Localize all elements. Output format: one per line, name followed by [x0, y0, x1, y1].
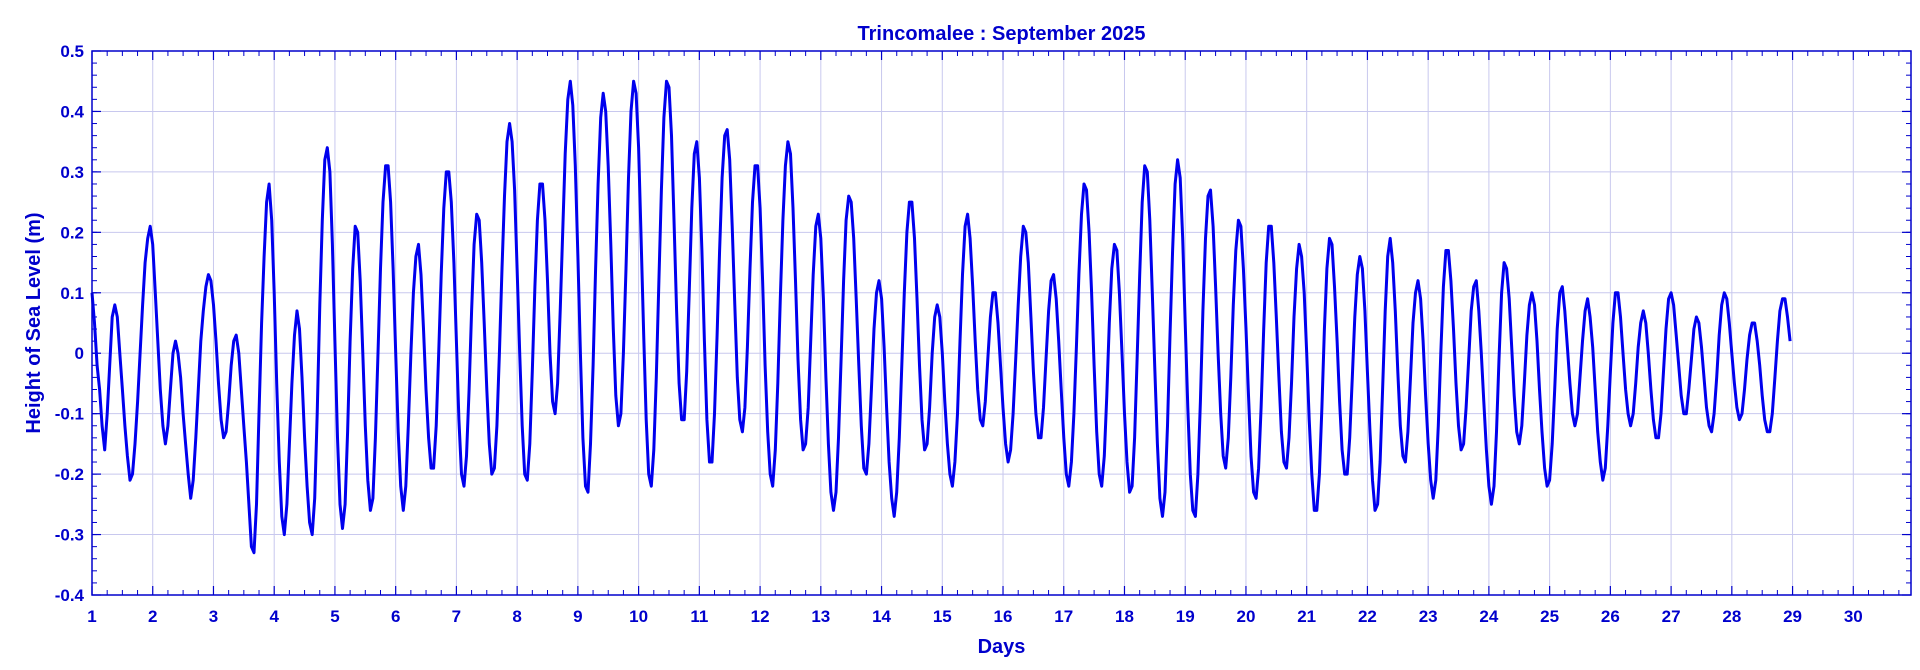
x-tick-label: 30	[1844, 607, 1863, 626]
plot-frame	[91, 50, 1912, 596]
x-tick-label: 23	[1419, 607, 1438, 626]
x-tick-label: 5	[330, 607, 339, 626]
x-tick-label: 25	[1540, 607, 1559, 626]
x-tick-label: 12	[751, 607, 770, 626]
x-tick-label: 15	[933, 607, 952, 626]
x-tick-label: 27	[1662, 607, 1681, 626]
x-tick-label: 19	[1176, 607, 1195, 626]
x-tick-label: 1	[87, 607, 96, 626]
x-axis-label: Days	[978, 636, 1026, 658]
x-tick-label: 3	[209, 607, 218, 626]
y-tick-label: -0.3	[55, 526, 84, 545]
x-tick-label: 21	[1297, 607, 1316, 626]
y-tick-label: 0.5	[60, 42, 84, 61]
x-tick-label: 22	[1358, 607, 1377, 626]
y-tick-label: 0.2	[60, 223, 84, 242]
y-tick-label: -0.2	[55, 465, 84, 484]
x-tick-label: 14	[872, 607, 891, 626]
chart-title: Trincomalee : September 2025	[858, 23, 1146, 45]
x-tick-label: 29	[1783, 607, 1802, 626]
x-tick-label: 9	[573, 607, 582, 626]
x-tick-label: 16	[994, 607, 1013, 626]
x-tick-label: 20	[1236, 607, 1255, 626]
x-tick-label: 26	[1601, 607, 1620, 626]
y-tick-label: -0.4	[55, 586, 85, 605]
y-tick-label: -0.1	[55, 405, 84, 424]
x-tick-label: 8	[512, 607, 521, 626]
x-tick-label: 4	[269, 607, 279, 626]
x-tick-label: 10	[629, 607, 648, 626]
axis-ticks	[91, 50, 1911, 596]
x-tick-label: 28	[1722, 607, 1741, 626]
tick-labels: 1 2 3 4 5 6 7 8 9 10 11 12 13 14 15 16 17 18 19 20 21 22 23 24 2…	[55, 42, 1863, 626]
x-tick-label: 6	[391, 607, 400, 626]
series-layer	[90, 79, 1792, 555]
sea-level-series-line	[90, 79, 1792, 555]
x-tick-label: 11	[690, 607, 708, 626]
y-tick-label: 0	[75, 344, 84, 363]
x-tick-label: 2	[148, 607, 157, 626]
x-tick-label: 24	[1479, 607, 1498, 626]
grid-lines	[91, 50, 1911, 596]
y-tick-label: 0.4	[60, 102, 84, 121]
y-axis-label: Height of Sea Level (m)	[23, 212, 45, 433]
x-tick-label: 18	[1115, 607, 1134, 626]
y-tick-label: 0.1	[60, 284, 84, 303]
x-tick-label: 7	[452, 607, 461, 626]
x-tick-label: 17	[1054, 607, 1073, 626]
y-tick-label: 0.3	[60, 163, 84, 182]
x-tick-label: 13	[811, 607, 830, 626]
